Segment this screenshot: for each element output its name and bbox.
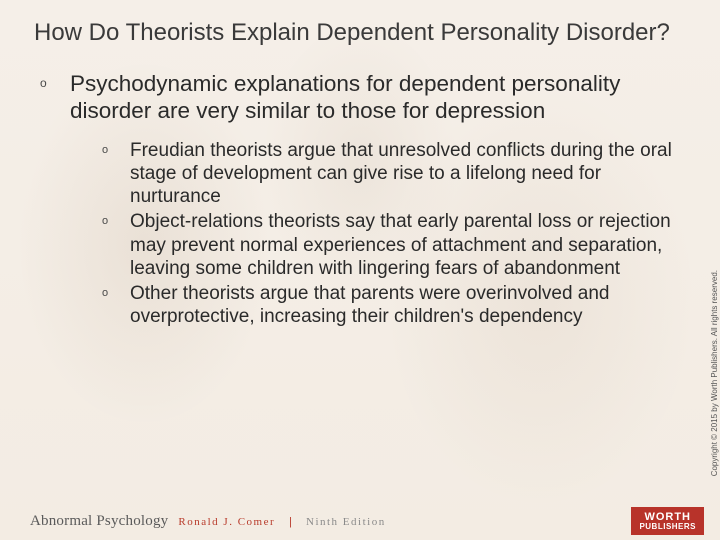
slide-content: How Do Theorists Explain Dependent Perso…: [0, 0, 720, 328]
main-bullet-list: o Psychodynamic explanations for depende…: [34, 70, 686, 328]
footer-divider: |: [285, 516, 296, 528]
bullet-glyph: o: [102, 215, 108, 227]
publisher-line1: WORTH: [644, 511, 691, 523]
publisher-badge: WORTH PUBLISHERS: [631, 507, 704, 536]
slide-footer: Abnormal Psychology Ronald J. Comer | Ni…: [0, 502, 720, 540]
list-item: o Object-relations theorists say that ea…: [102, 210, 686, 280]
copyright-notice: Copyright © 2015 by Worth Publishers. Al…: [710, 270, 719, 476]
slide-title: How Do Theorists Explain Dependent Perso…: [34, 18, 686, 48]
author-name: Ronald J. Comer: [178, 516, 275, 528]
book-title: Abnormal Psychology: [30, 513, 168, 530]
list-item: o Other theorists argue that parents wer…: [102, 282, 686, 328]
footer-left-group: Abnormal Psychology Ronald J. Comer | Ni…: [30, 513, 386, 530]
list-item: o Freudian theorists argue that unresolv…: [102, 139, 686, 209]
sub-bullet-text: Other theorists argue that parents were …: [130, 282, 686, 328]
list-item: o Psychodynamic explanations for depende…: [40, 70, 686, 328]
bullet-glyph: o: [102, 144, 108, 156]
edition-label: Ninth Edition: [306, 516, 386, 528]
sub-bullet-text: Object-relations theorists say that earl…: [130, 210, 686, 280]
bullet-glyph: o: [40, 76, 47, 90]
bullet-glyph: o: [102, 287, 108, 299]
sub-bullet-text: Freudian theorists argue that unresolved…: [130, 139, 686, 209]
sub-bullet-list: o Freudian theorists argue that unresolv…: [70, 139, 686, 328]
main-bullet-text: Psychodynamic explanations for dependent…: [70, 70, 686, 125]
publisher-line2: PUBLISHERS: [639, 523, 696, 532]
